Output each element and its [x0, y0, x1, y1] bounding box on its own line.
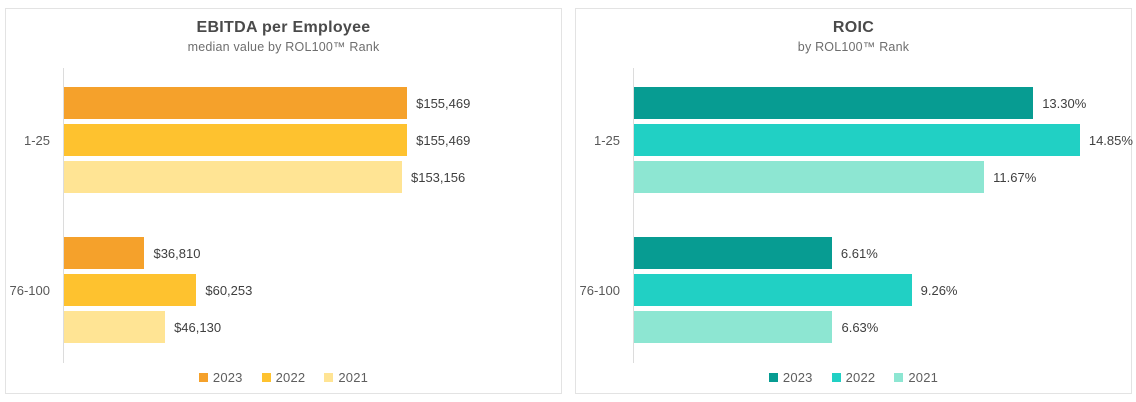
legend: 2023 2022 2021	[6, 370, 561, 385]
bar-2021	[633, 161, 985, 193]
bar-2021	[633, 311, 833, 343]
bar-row: $155,469	[63, 87, 561, 119]
bar-2022	[633, 274, 912, 306]
plot-area: 1-25 13.30% 14.85% 11.67% 76-100 6.61% 9.26% 6.…	[576, 68, 1133, 363]
bar-row: 6.63%	[633, 311, 1131, 343]
bar-row: 6.61%	[633, 237, 1131, 269]
chart-subtitle: median value by ROL100™ Rank	[187, 40, 380, 54]
legend-label: 2021	[908, 370, 939, 385]
bar-value-label: 6.63%	[841, 319, 879, 335]
bar-value-label: $155,469	[416, 95, 471, 111]
bar-stack: 6.61% 9.26% 6.63%	[633, 237, 1131, 343]
bar-2021	[63, 161, 402, 193]
bar-value-label: $153,156	[410, 169, 466, 185]
y-axis-line	[63, 68, 64, 363]
bar-row: $46,130	[63, 311, 561, 343]
chart-subtitle: by ROL100™ Rank	[797, 40, 910, 54]
plot-area: 1-25 $155,469 $155,469 $153,156 76-100 $36,81…	[6, 68, 561, 363]
bar-2022	[633, 124, 1080, 156]
bar-group: 1-25 $155,469 $155,469 $153,156	[6, 87, 561, 193]
bar-group: 1-25 13.30% 14.85% 11.67%	[576, 87, 1133, 193]
legend-item-2021: 2021	[324, 370, 368, 385]
bar-value-label: 9.26%	[920, 282, 958, 298]
bar-row: $153,156	[63, 161, 561, 193]
bar-stack: 13.30% 14.85% 11.67%	[633, 87, 1133, 193]
bar-row: 11.67%	[633, 161, 1131, 193]
bar-group: 76-100 6.61% 9.26% 6.63%	[576, 237, 1131, 343]
legend-label: 2021	[338, 370, 369, 385]
legend-label: 2023	[212, 370, 243, 385]
bar-group: 76-100 $36,810 $60,253 $46,130	[6, 237, 561, 343]
bar-value-label: 6.61%	[840, 245, 878, 261]
bar-2022	[63, 274, 197, 306]
category-label: 76-100	[579, 282, 620, 298]
legend-swatch	[831, 373, 841, 382]
legend-item-2022: 2022	[831, 370, 876, 385]
legend: 2023 2022 2021	[576, 370, 1131, 385]
bar-value-label: $36,810	[153, 245, 201, 261]
bar-2023	[63, 237, 145, 269]
bar-row: 13.30%	[633, 87, 1131, 119]
bar-groups: 1-25 13.30% 14.85% 11.67% 76-100 6.61% 9.26% 6.…	[576, 68, 1133, 363]
legend-label: 2022	[845, 370, 876, 385]
chart-panel-ebitda: EBITDA per Employee median value by ROL1…	[5, 8, 562, 394]
bar-row: $36,810	[63, 237, 561, 269]
bar-groups: 1-25 $155,469 $155,469 $153,156 76-100 $36,81…	[6, 68, 561, 363]
legend-item-2023: 2023	[768, 370, 813, 385]
bar-row: $60,253	[63, 274, 561, 306]
legend-item-2023: 2023	[198, 370, 243, 385]
legend-swatch	[768, 373, 778, 382]
chart-title: ROIC	[832, 19, 875, 36]
bar-value-label: $155,469	[416, 132, 471, 148]
legend-swatch	[261, 373, 271, 382]
bar-2022	[63, 124, 408, 156]
bar-value-label: 13.30%	[1042, 95, 1087, 111]
legend-swatch	[324, 373, 334, 382]
bar-stack: $155,469 $155,469 $153,156	[63, 87, 561, 193]
legend-label: 2023	[782, 370, 813, 385]
legend-swatch	[894, 373, 904, 382]
legend-label: 2022	[275, 370, 306, 385]
bar-stack: $36,810 $60,253 $46,130	[63, 237, 561, 343]
category-label: 76-100	[9, 282, 50, 298]
bar-2023	[63, 87, 408, 119]
bar-row: 9.26%	[633, 274, 1131, 306]
legend-item-2021: 2021	[894, 370, 938, 385]
bar-2023	[633, 237, 832, 269]
chart-title: EBITDA per Employee	[196, 19, 371, 36]
bar-value-label: $60,253	[205, 282, 253, 298]
bar-2021	[63, 311, 166, 343]
bar-2023	[633, 87, 1034, 119]
bar-row: $155,469	[63, 124, 561, 156]
category-label: 1-25	[23, 132, 50, 148]
bar-value-label: 14.85%	[1088, 132, 1133, 148]
bar-row: 14.85%	[633, 124, 1133, 156]
legend-item-2022: 2022	[261, 370, 306, 385]
bar-value-label: $46,130	[174, 319, 222, 335]
legend-swatch	[198, 373, 208, 382]
y-axis-line	[633, 68, 634, 363]
bar-value-label: 11.67%	[993, 169, 1037, 185]
category-label: 1-25	[593, 132, 620, 148]
chart-panel-roic: ROIC by ROL100™ Rank 1-25 13.30% 14.85% 11.…	[575, 8, 1133, 394]
